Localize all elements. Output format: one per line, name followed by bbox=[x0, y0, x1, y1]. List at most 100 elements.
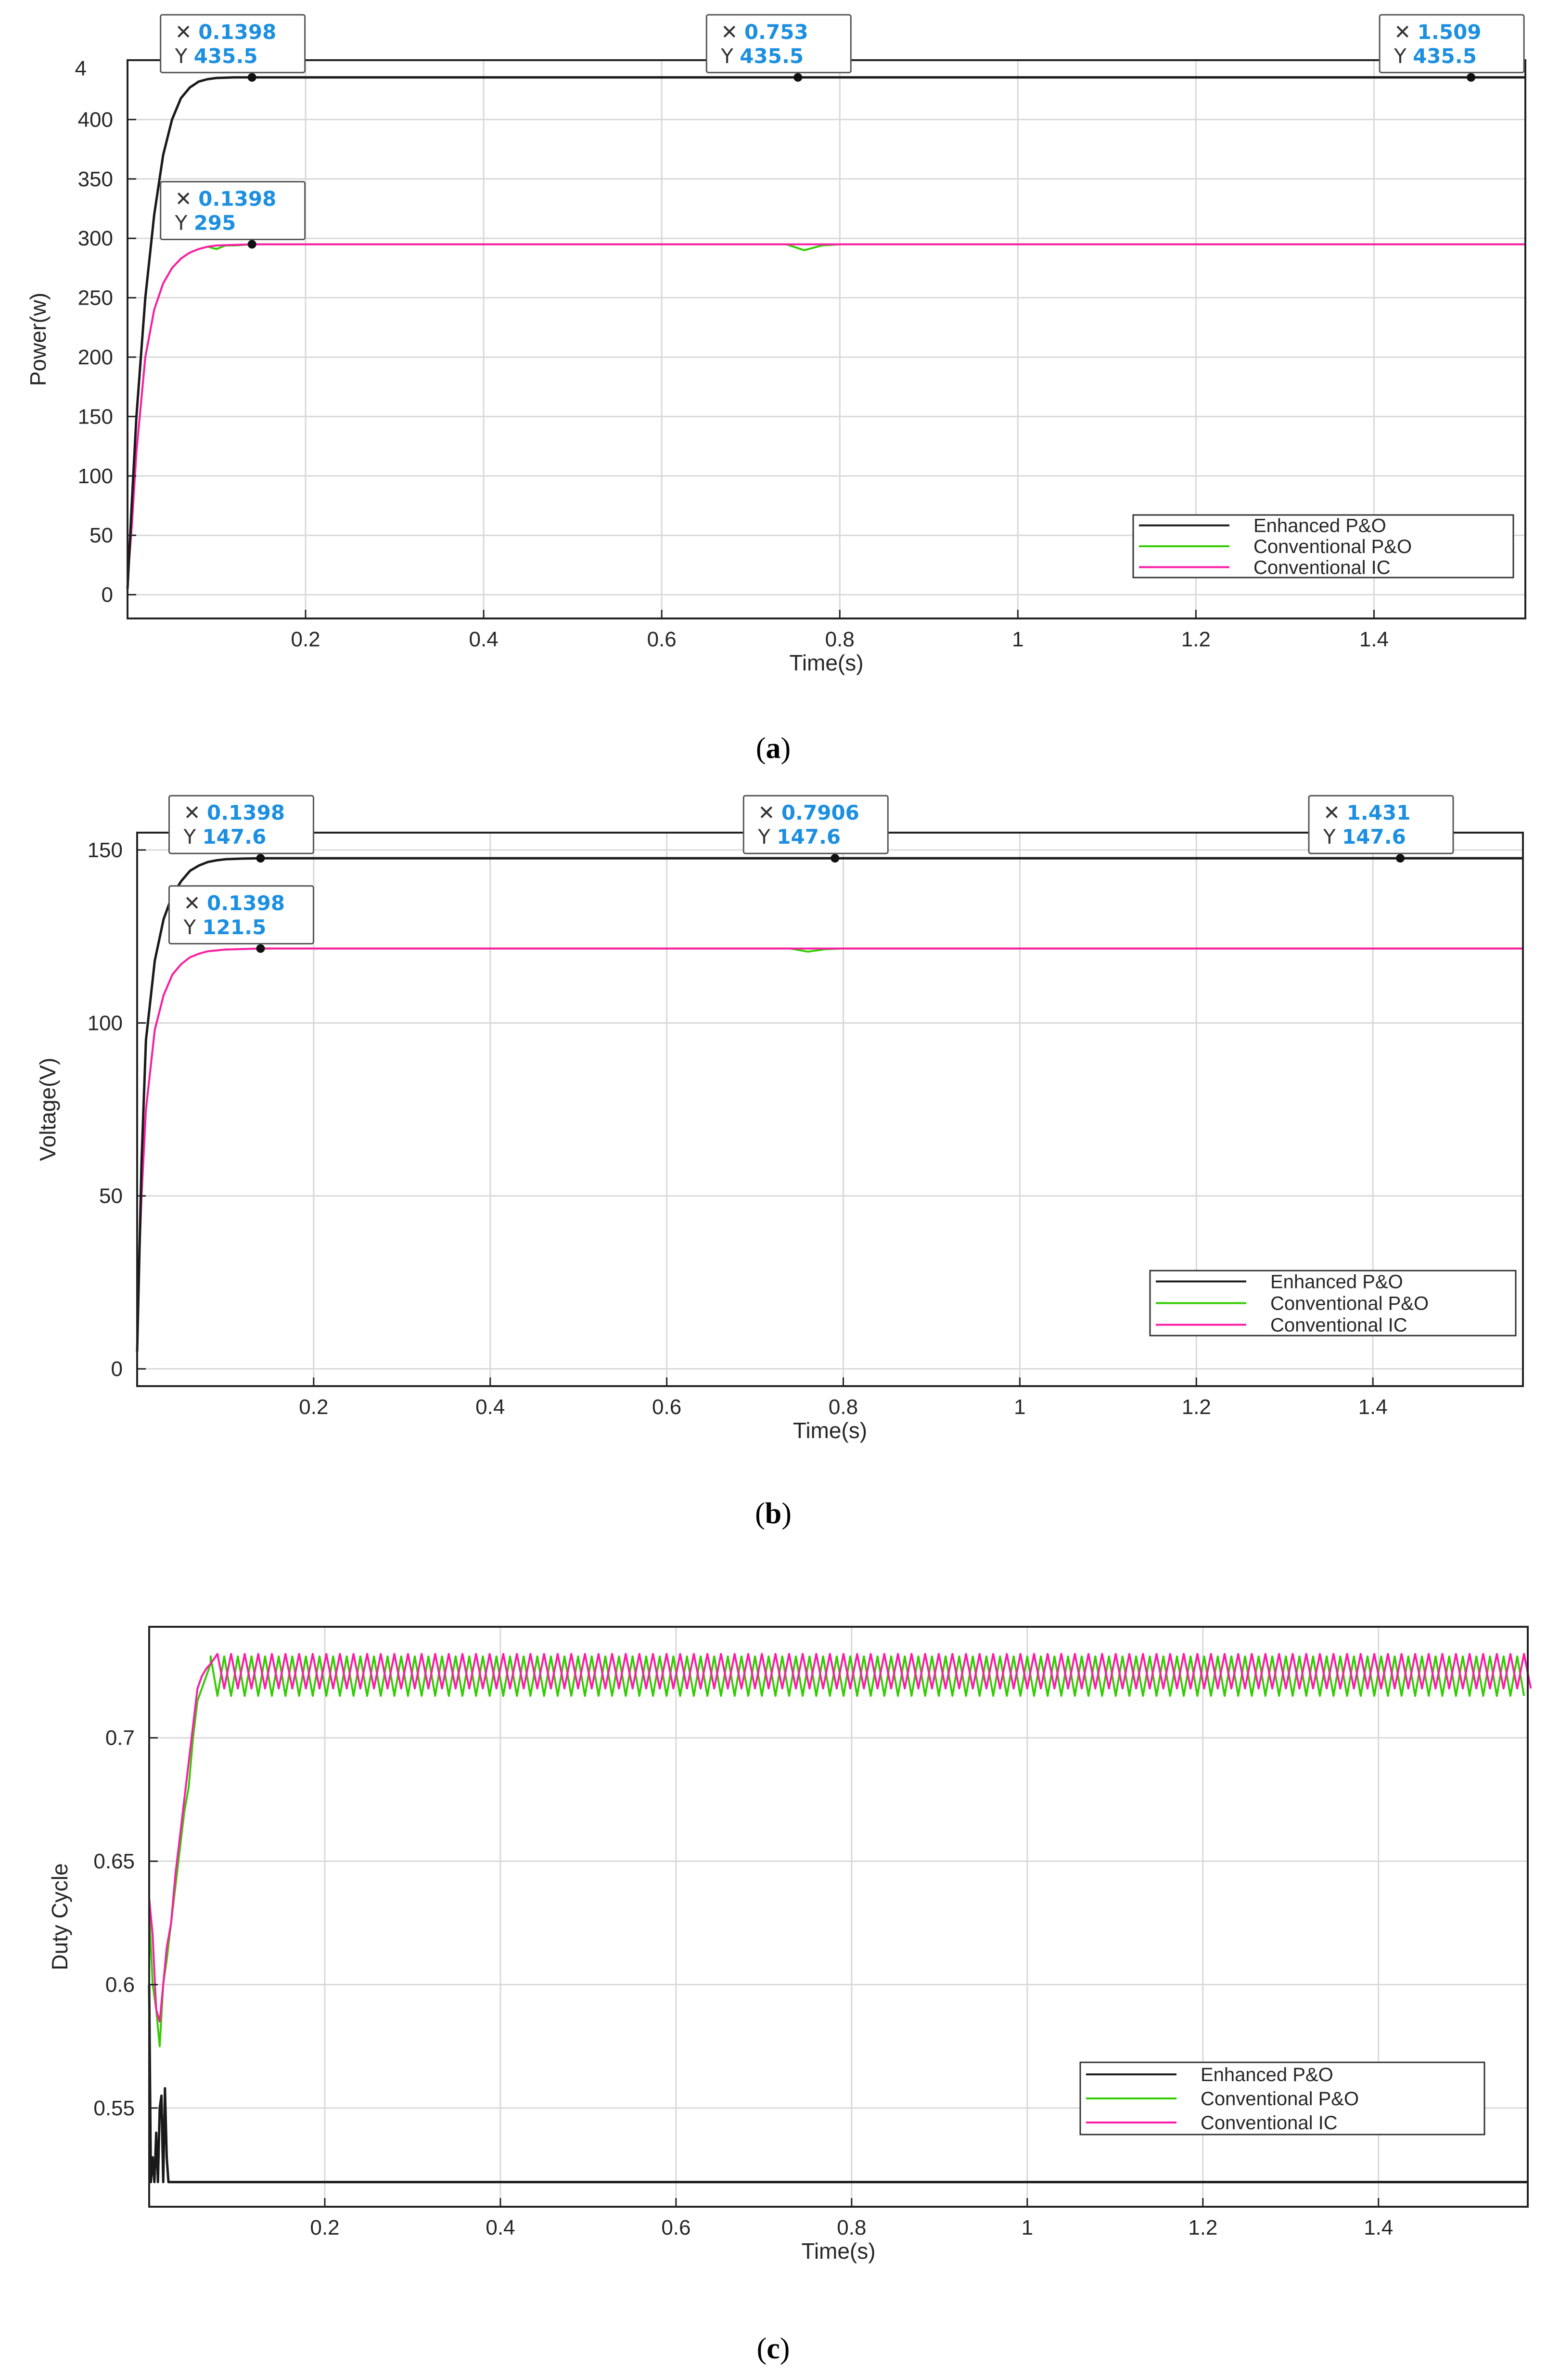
x-tick-label-b-2: 0.6 bbox=[652, 1395, 681, 1419]
datatip-marker-b-1 bbox=[831, 854, 840, 863]
x-tick-label-b-0: 0.2 bbox=[299, 1395, 328, 1419]
datatip-box-b-1 bbox=[742, 795, 889, 854]
series-line-c-conventional_ic bbox=[148, 1653, 1532, 2023]
y-tick-label-a-7: 350 bbox=[78, 167, 113, 191]
datatip-box-b-2 bbox=[1308, 795, 1454, 854]
y-axis-label-c: Duty Cycle bbox=[47, 1863, 72, 1970]
x-tick-label-c-2: 0.6 bbox=[661, 2216, 690, 2239]
series-line-b-enhanced_po bbox=[136, 857, 1523, 1352]
y-tick-label-b-0: 0 bbox=[111, 1357, 123, 1381]
x-tick-label-b-6: 1.4 bbox=[1358, 1395, 1388, 1419]
x-tick-label-a-6: 1.4 bbox=[1359, 628, 1389, 651]
axes-frame-c bbox=[148, 1626, 1529, 2208]
y-tick-label-a-3: 150 bbox=[78, 405, 113, 428]
legend-entry-a-2: Conventional IC bbox=[1253, 557, 1391, 578]
datatip-box-a-2 bbox=[1379, 14, 1525, 74]
datatip-marker-a-3 bbox=[247, 240, 256, 249]
datatip-x-a-1: ✕ 0.753 bbox=[721, 20, 808, 44]
datatip-marker-a-2 bbox=[1467, 73, 1476, 82]
x-axis-label-a: Time(s) bbox=[789, 650, 863, 675]
datatip-x-b-0: ✕ 0.1398 bbox=[183, 801, 285, 824]
x-tick-label-b-3: 0.8 bbox=[829, 1395, 858, 1419]
y-tick-label-c-1: 0.6 bbox=[105, 1973, 135, 1997]
datatip-x-a-3: ✕ 0.1398 bbox=[175, 187, 277, 211]
y-tick-label-a-5: 250 bbox=[78, 286, 113, 310]
y-tick-label-b-3: 150 bbox=[88, 838, 123, 862]
grid-c bbox=[149, 1627, 1528, 2207]
series-layer-a bbox=[126, 76, 1525, 589]
y-tick-label-c-0: 0.55 bbox=[93, 2097, 135, 2120]
datatip-marker-b-3 bbox=[256, 944, 265, 953]
datatip-x-b-1: ✕ 0.7906 bbox=[758, 801, 859, 824]
legend-entry-b-2: Conventional IC bbox=[1270, 1315, 1407, 1336]
y-tick-label-c-3: 0.7 bbox=[105, 1726, 135, 1750]
x-axis-label-c: Time(s) bbox=[801, 2238, 875, 2264]
datatip-marker-a-1 bbox=[793, 73, 803, 82]
legend-entry-c-2: Conventional IC bbox=[1201, 2112, 1338, 2134]
series-line-b-conventional_ic bbox=[136, 947, 1523, 1317]
legend-c: Enhanced P&O Conventional P&OConventional… bbox=[1079, 2061, 1485, 2136]
datatip-box-a-3 bbox=[160, 181, 306, 241]
datatip-y-a-0: Y 435.5 bbox=[175, 44, 258, 68]
legend-entry-a-1: Conventional P&O bbox=[1253, 536, 1412, 557]
y-tick-label-a-8: 400 bbox=[78, 108, 113, 131]
series-line-c-conventional_po bbox=[148, 1655, 1525, 2047]
x-tick-label-a-1: 0.4 bbox=[469, 628, 499, 651]
x-tick-label-b-4: 1 bbox=[1014, 1395, 1025, 1419]
legend-entry-c-1: Conventional P&O bbox=[1201, 2088, 1359, 2110]
x-tick-label-c-4: 1 bbox=[1022, 2216, 1033, 2239]
ticks-c: 0.2 0.4 0.6 0.8 1 1.2 1.4 0.55 0.6 0.65 0.7 bbox=[93, 1726, 1393, 2239]
datatip-y-b-3: Y 121.5 bbox=[183, 915, 266, 939]
y-tick-label-a-6: 300 bbox=[78, 227, 113, 250]
legend-entry-c-0: Enhanced P&O bbox=[1201, 2064, 1333, 2085]
x-tick-label-a-2: 0.6 bbox=[647, 628, 677, 651]
x-tick-label-a-0: 0.2 bbox=[291, 628, 320, 651]
series-line-b-conventional_po bbox=[136, 947, 1523, 1317]
grid-b bbox=[137, 833, 1523, 1386]
datatip-x-a-0: ✕ 0.1398 bbox=[175, 20, 277, 44]
datatip-marker-b-2 bbox=[1396, 854, 1405, 863]
datatip-x-b-3: ✕ 0.1398 bbox=[183, 891, 285, 915]
datatip-y-a-3: Y 295 bbox=[175, 211, 236, 235]
x-tick-label-a-5: 1.2 bbox=[1181, 628, 1211, 651]
y-tick-label-a-2: 100 bbox=[78, 464, 113, 488]
legend-entry-b-1: Conventional P&O bbox=[1270, 1293, 1429, 1314]
caption-a-letter: a bbox=[766, 732, 781, 765]
series-line-a-conventional_ic bbox=[127, 243, 1525, 583]
datatip-y-a-1: Y 435.5 bbox=[720, 44, 804, 68]
datatip-marker-b-0 bbox=[256, 854, 265, 863]
legend-entry-a-0: Enhanced P&O bbox=[1253, 515, 1386, 537]
x-tick-label-c-3: 0.8 bbox=[837, 2216, 866, 2239]
y-tick-label-c-2: 0.65 bbox=[93, 1850, 135, 1873]
grid-a bbox=[128, 60, 1525, 618]
x-tick-label-c-1: 0.4 bbox=[486, 2216, 515, 2239]
datatip-box-b-0 bbox=[168, 795, 314, 854]
x-tick-label-a-4: 1 bbox=[1012, 628, 1023, 651]
datatip-box-a-1 bbox=[705, 14, 852, 74]
datatip-box-a-0 bbox=[160, 14, 306, 74]
series-layer-c bbox=[148, 1653, 1532, 2184]
datatip-marker-a-0 bbox=[247, 73, 256, 82]
y-tick-label-b-1: 50 bbox=[99, 1184, 123, 1208]
series-line-a-enhanced_po bbox=[126, 76, 1525, 589]
caption-a: (a) bbox=[756, 732, 791, 765]
x-axis-label-b: Time(s) bbox=[793, 1418, 867, 1443]
datatip-box-b-3 bbox=[168, 885, 314, 945]
x-tick-label-b-1: 0.4 bbox=[475, 1395, 505, 1419]
y-tick-label-b-2: 100 bbox=[88, 1011, 123, 1035]
caption-b-letter: b bbox=[765, 1497, 781, 1530]
y-tick-label-a-4: 200 bbox=[78, 346, 113, 369]
x-tick-label-c-5: 1.2 bbox=[1188, 2216, 1217, 2239]
caption-b: (b) bbox=[755, 1497, 792, 1530]
y-axis-label-a: Power(w) bbox=[26, 293, 51, 386]
chart-panel-b: 0.2 0.4 0.6 0.8 1 1.2 1.4 0 50 100 150 Time(s) Vol… bbox=[35, 795, 1524, 1443]
ticks-a: 0.2 0.4 0.6 0.8 1 1.2 1.4 0 50 100 150 200 250 300 350… bbox=[75, 57, 1389, 651]
x-tick-label-c-0: 0.2 bbox=[310, 2216, 339, 2239]
series-line-c-enhanced_po bbox=[148, 1984, 1528, 2184]
datatip-y-b-0: Y 147.6 bbox=[183, 825, 266, 849]
